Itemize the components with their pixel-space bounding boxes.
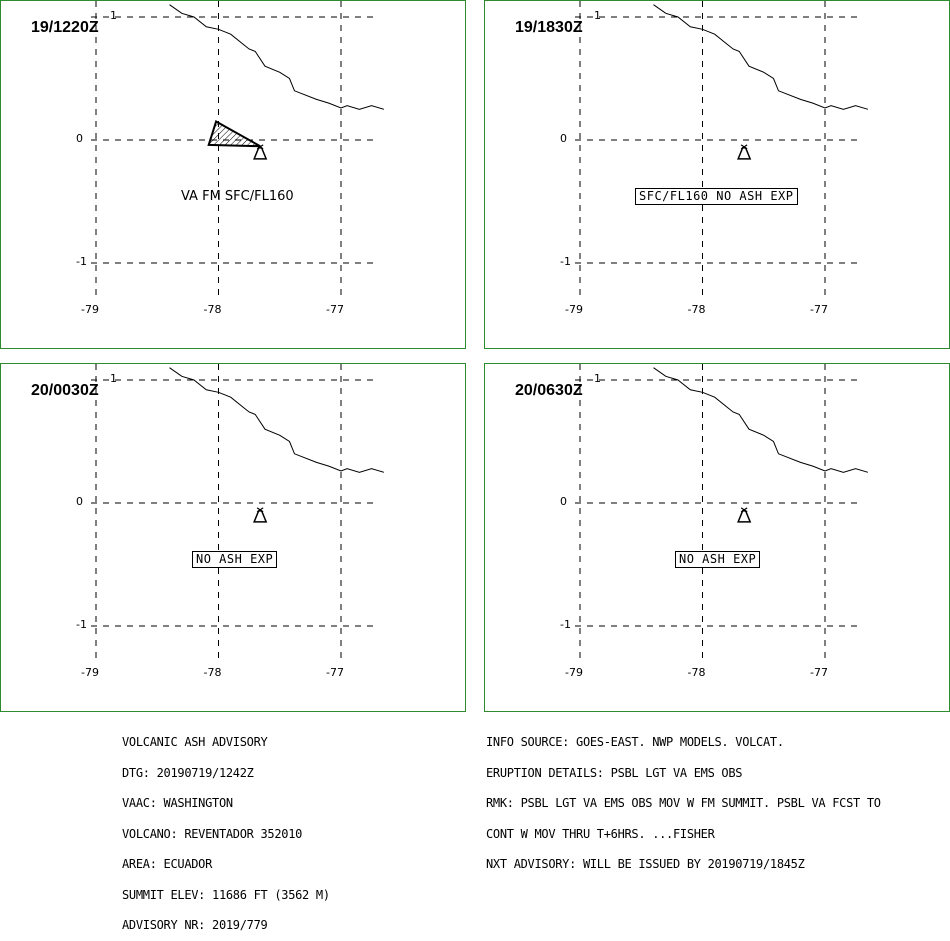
longitude-label: -78 <box>687 666 706 679</box>
volcano-icon-mark <box>740 144 748 150</box>
advisory-details-block: INFO SOURCE: GOES-EAST. NWP MODELS. VOLC… <box>486 717 881 880</box>
longitude-label: -78 <box>203 303 222 316</box>
latitude-label: -1 <box>76 255 87 268</box>
advisory-line: INFO SOURCE: GOES-EAST. NWP MODELS. VOLC… <box>486 735 784 749</box>
coastline <box>653 367 869 473</box>
panel-label-1: VA FM SFC/FL160 <box>181 189 294 204</box>
longitude-label: -77 <box>326 666 344 679</box>
volcano-icon <box>737 147 752 160</box>
volcano-icon-mark <box>740 507 748 513</box>
longitude-label: -77 <box>326 303 344 316</box>
advisory-line: CONT W MOV THRU T+6HRS. ...FISHER <box>486 826 715 841</box>
coastline <box>169 367 385 473</box>
longitude-label: -78 <box>687 303 706 316</box>
advisory-line: VAAC: WASHINGTON <box>122 796 233 810</box>
forecast-panel-3: 20/0030Z NO ASH EXP 1 0 -1 -79 -78 -77 <box>0 363 466 712</box>
latitude-label: 1 <box>594 372 601 385</box>
advisory-line: AREA: ECUADOR <box>122 857 213 871</box>
latitude-label: 0 <box>76 495 83 508</box>
advisory-line: NXT ADVISORY: WILL BE ISSUED BY 20190719… <box>486 857 805 871</box>
ash-cloud-polygon <box>207 120 261 148</box>
latitude-label: 0 <box>76 132 83 145</box>
longitude-label: -78 <box>203 666 222 679</box>
longitude-label: -79 <box>565 666 583 679</box>
longitude-label: -77 <box>810 303 828 316</box>
latitude-label: 0 <box>560 132 567 145</box>
map-2 <box>575 1 869 301</box>
latitude-label: 1 <box>110 372 117 385</box>
advisory-line: VOLCANO: REVENTADOR 352010 <box>122 826 303 841</box>
forecast-panel-2: 19/1830Z SFC/FL160 NO ASH EXP 1 0 -1 -79 -78… <box>484 0 950 349</box>
panel-label-2: SFC/FL160 NO ASH EXP <box>635 188 798 205</box>
latitude-label: -1 <box>560 255 571 268</box>
advisory-line: VOLCANIC ASH ADVISORY <box>122 735 268 749</box>
latitude-label: -1 <box>560 618 571 631</box>
longitude-label: -79 <box>81 303 99 316</box>
panel-time-1: 19/1220Z <box>31 19 99 36</box>
advisory-line: RMK: PSBL LGT VA EMS OBS MOV W FM SUMMIT… <box>486 796 881 810</box>
latitude-label: 0 <box>560 495 567 508</box>
longitude-label: -79 <box>81 666 99 679</box>
forecast-panel-1: 19/1220Z VA FM SFC/FL160 1 0 -1 -79 -78 -77 <box>0 0 466 349</box>
advisory-line: SUMMIT ELEV: 11686 FT (3562 M) <box>122 887 330 902</box>
panel-time-4: 20/0630Z <box>515 382 583 399</box>
latitude-label: 1 <box>594 9 601 22</box>
map-4 <box>575 364 869 664</box>
volcano-icon <box>253 147 268 160</box>
forecast-panel-4: 20/0630Z NO ASH EXP 1 0 -1 -79 -78 -77 <box>484 363 950 712</box>
volcano-icon-mark <box>256 144 264 150</box>
advisory-line: ADVISORY NR: 2019/779 <box>122 918 268 932</box>
advisory-header-block: VOLCANIC ASH ADVISORY DTG: 20190719/1242… <box>122 717 330 941</box>
latitude-label: -1 <box>76 618 87 631</box>
volcano-icon <box>253 510 268 523</box>
advisory-line: DTG: 20190719/1242Z <box>122 765 254 780</box>
panel-label-4: NO ASH EXP <box>675 551 761 568</box>
map-1 <box>91 1 385 301</box>
map-3 <box>91 364 385 664</box>
volcano-icon <box>737 510 752 523</box>
advisory-line: ERUPTION DETAILS: PSBL LGT VA EMS OBS <box>486 765 743 780</box>
longitude-label: -77 <box>810 666 828 679</box>
panel-time-2: 19/1830Z <box>515 19 583 36</box>
volcano-icon-mark <box>256 507 264 513</box>
coastline <box>653 4 869 110</box>
panel-time-3: 20/0030Z <box>31 382 99 399</box>
panel-label-3: NO ASH EXP <box>192 551 278 568</box>
latitude-label: 1 <box>110 9 117 22</box>
coastline <box>169 4 385 110</box>
longitude-label: -79 <box>565 303 583 316</box>
